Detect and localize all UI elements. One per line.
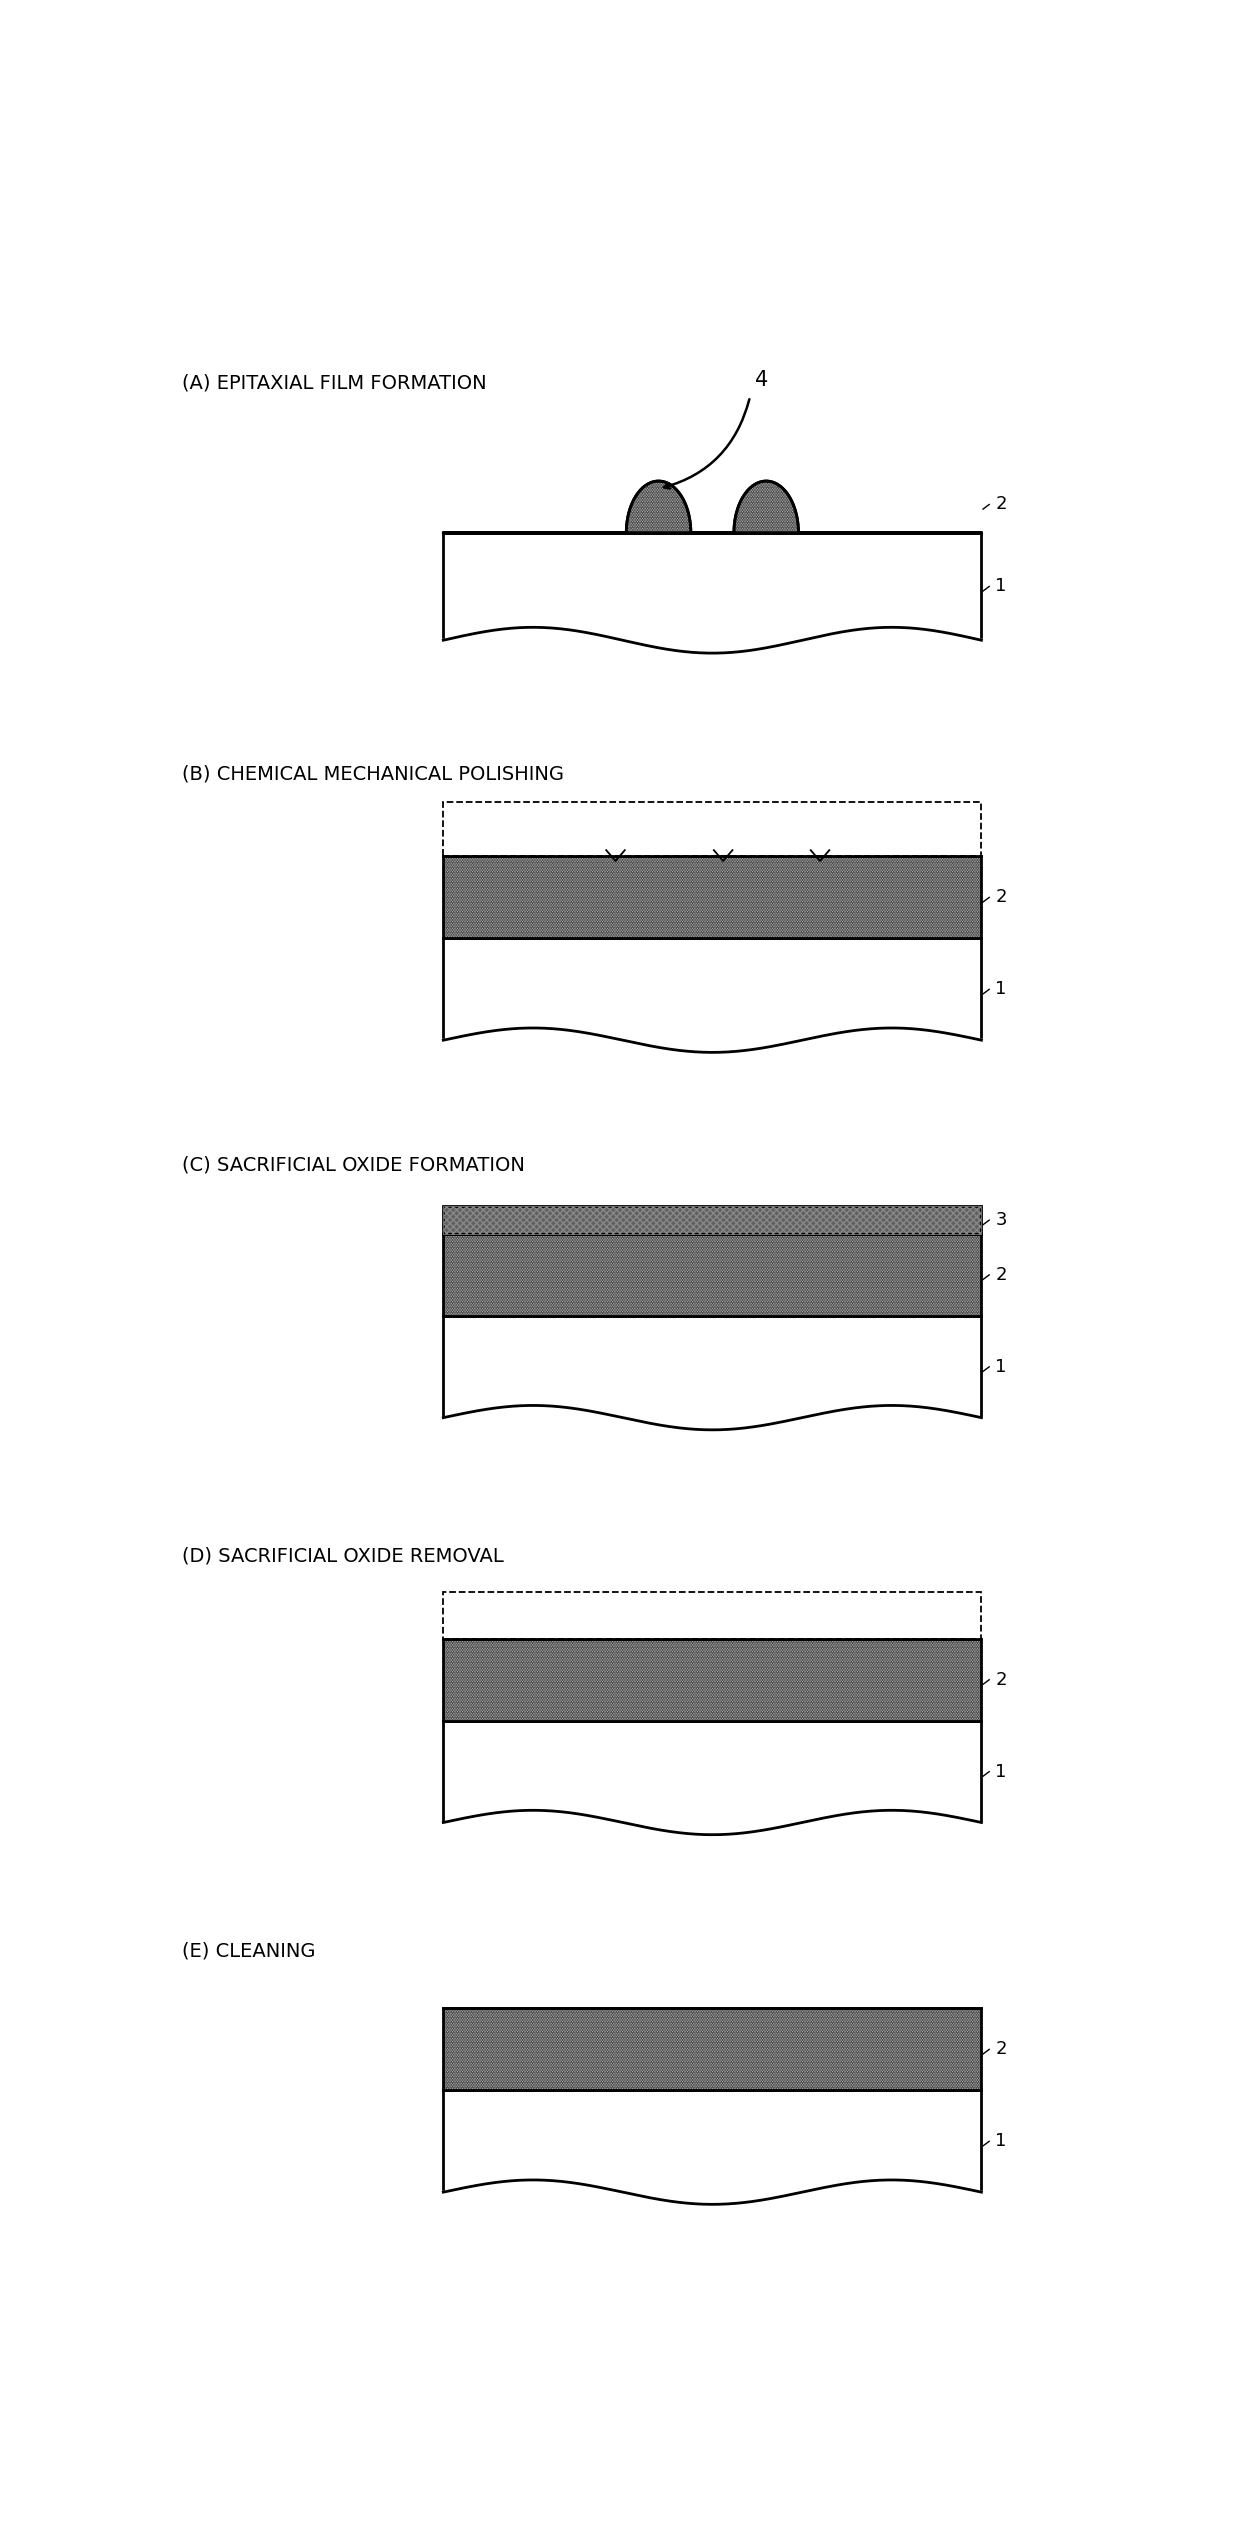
Bar — [444, 2009, 982, 2090]
Bar — [444, 937, 982, 1041]
Bar — [444, 803, 982, 856]
Bar — [444, 1720, 982, 1824]
Text: (E) CLEANING: (E) CLEANING — [182, 1941, 316, 1961]
Text: 1: 1 — [996, 577, 1007, 594]
Text: 2: 2 — [996, 2040, 1007, 2057]
Text: (B) CHEMICAL MECHANICAL POLISHING: (B) CHEMICAL MECHANICAL POLISHING — [182, 765, 564, 782]
Text: 4: 4 — [755, 371, 769, 391]
Text: 2: 2 — [996, 1265, 1007, 1283]
Text: 2: 2 — [996, 1671, 1007, 1689]
Text: 1: 1 — [996, 2131, 1007, 2151]
Bar — [444, 2009, 982, 2090]
Bar — [444, 1638, 982, 1720]
Bar — [444, 1206, 982, 1234]
Bar — [444, 1234, 982, 1316]
Bar — [444, 1316, 982, 1417]
Bar — [444, 2090, 982, 2192]
Text: 1: 1 — [996, 980, 1007, 998]
Text: 1: 1 — [996, 1763, 1007, 1781]
Text: 2: 2 — [996, 495, 1007, 513]
Text: 2: 2 — [996, 889, 1007, 907]
Text: (D) SACRIFICIAL OXIDE REMOVAL: (D) SACRIFICIAL OXIDE REMOVAL — [182, 1547, 503, 1565]
Text: 3: 3 — [996, 1212, 1007, 1229]
Bar — [444, 1638, 982, 1720]
Text: (A) EPITAXIAL FILM FORMATION: (A) EPITAXIAL FILM FORMATION — [182, 373, 487, 391]
Text: 1: 1 — [996, 1359, 1007, 1377]
Bar — [444, 1593, 982, 1638]
Bar — [444, 533, 982, 640]
Polygon shape — [444, 480, 982, 533]
Bar — [444, 856, 982, 937]
Bar — [444, 1234, 982, 1316]
Text: (C) SACRIFICIAL OXIDE FORMATION: (C) SACRIFICIAL OXIDE FORMATION — [182, 1156, 525, 1173]
Bar — [444, 1206, 982, 1234]
Bar — [444, 856, 982, 937]
